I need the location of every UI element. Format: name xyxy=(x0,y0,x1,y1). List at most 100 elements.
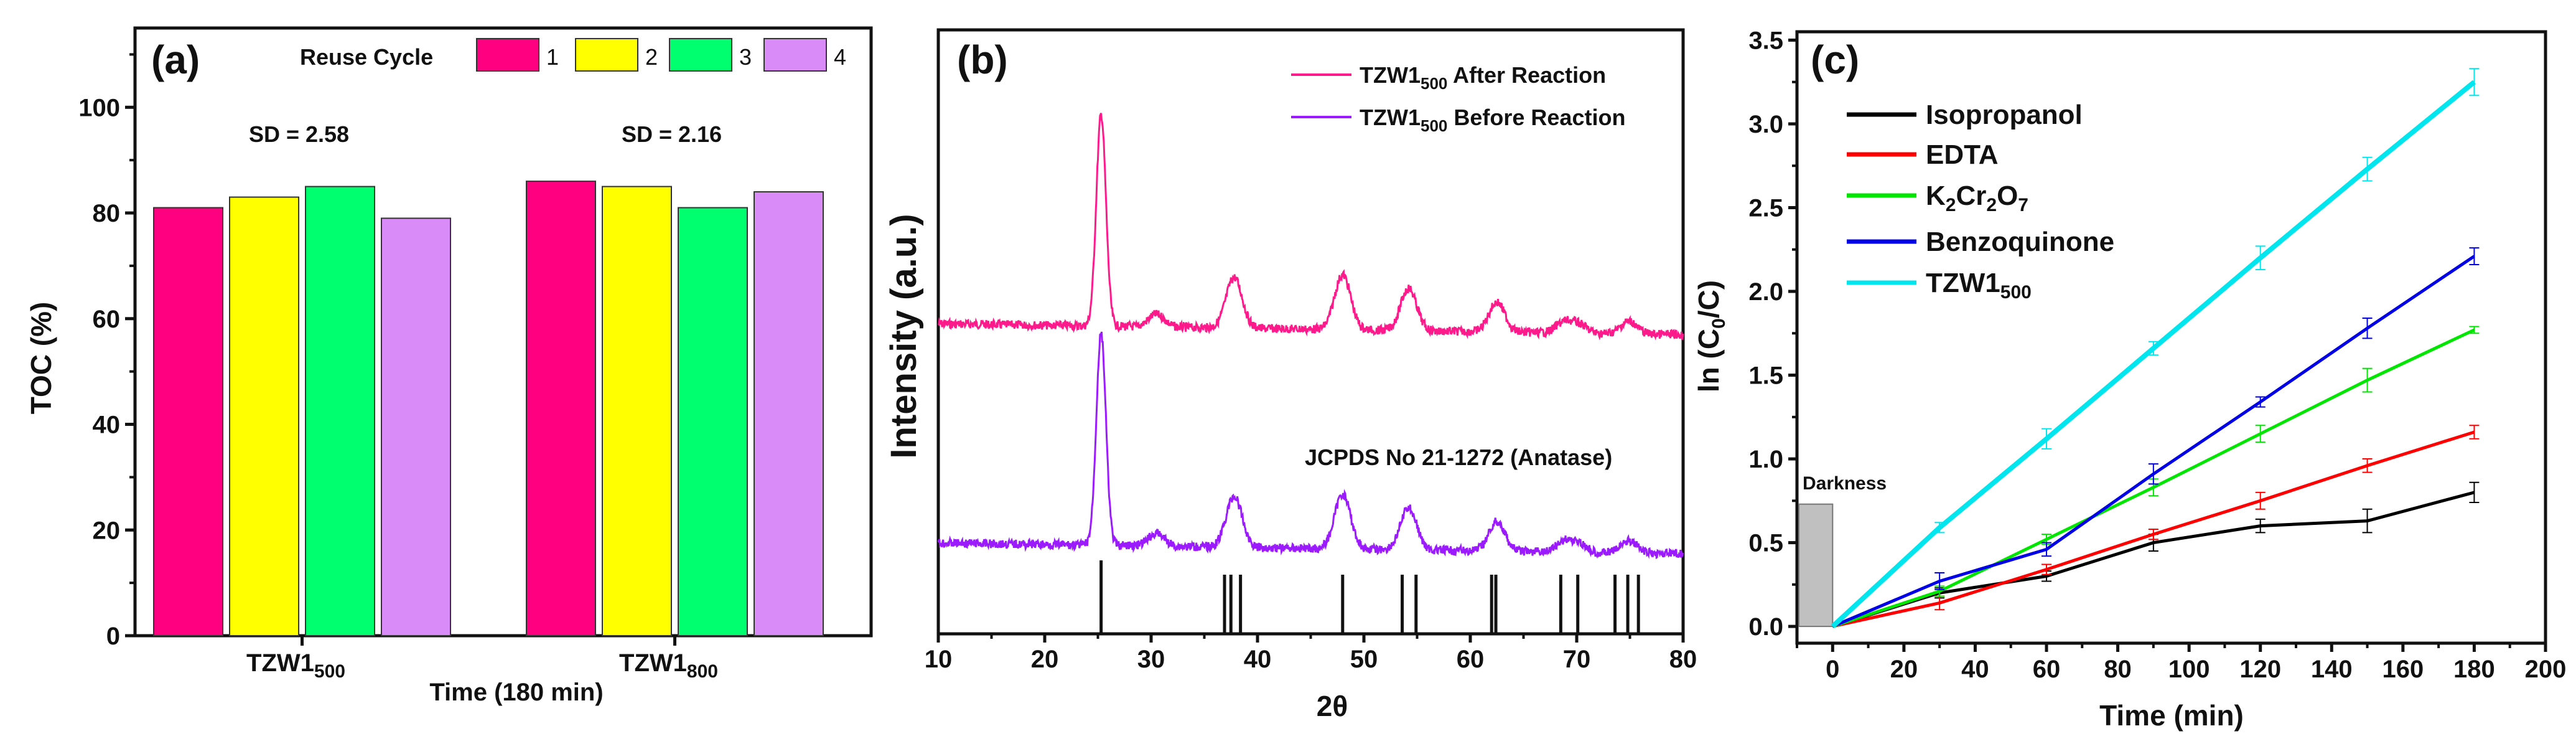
x-tick-label-base: TZW1 xyxy=(246,649,314,677)
legend-label-sub: 500 xyxy=(1421,74,1447,93)
y-tick-label: 2.5 xyxy=(1748,194,1783,222)
legend-label-suffix: After Reaction xyxy=(1447,62,1606,88)
panel-label: (a) xyxy=(151,37,200,82)
y-axis-label-sub: 0 xyxy=(1709,318,1729,329)
legend-label-base: TZW1 xyxy=(1360,105,1421,130)
legend-label-k2cr2o7: K2Cr2O7 xyxy=(1926,181,2028,215)
error-bar xyxy=(2255,491,2266,510)
x-tick-label: TZW1500 xyxy=(246,649,345,682)
error-bar xyxy=(2469,68,2480,97)
y-tick-label: 3.5 xyxy=(1748,27,1783,54)
legend-label-part: 7 xyxy=(2018,195,2028,215)
x-tick-label-sub: 500 xyxy=(314,661,345,682)
plot-frame xyxy=(133,26,873,638)
error-bar xyxy=(2148,463,2158,485)
panel-b-xrd-chart: 10 20 30 40 50 60 70 80 JCPDS No 21-1272 (Anatas… xyxy=(884,28,1697,722)
darkness-label: Darkness xyxy=(1803,473,1887,494)
x-tick-label: 140 xyxy=(2311,656,2353,683)
legend-swatch-4 xyxy=(763,38,827,72)
panel-label: (b) xyxy=(957,37,1008,82)
legend-label: TZW1500 After Reaction xyxy=(1360,62,1606,93)
x-tick-label: 30 xyxy=(1137,646,1165,673)
legend-label-4: 4 xyxy=(834,44,846,70)
series-line-benzoquinone xyxy=(1832,255,2475,628)
error-bar xyxy=(2362,367,2373,393)
error-bar xyxy=(2362,458,2373,473)
darkness-region xyxy=(1798,503,1834,628)
error-bar xyxy=(2362,318,2373,339)
legend-label-edta: EDTA xyxy=(1926,139,1999,170)
x-tick-label: 60 xyxy=(2033,656,2061,683)
error-bar xyxy=(2255,396,2266,408)
bar-500-cycle-4 xyxy=(381,217,451,636)
x-axis-label: 2θ xyxy=(1317,690,1348,722)
y-tick-label: 1.0 xyxy=(1748,446,1783,473)
legend-label-part: O xyxy=(1997,181,2018,211)
sd-annotation: SD = 2.58 xyxy=(249,121,349,147)
bar-800-cycle-1 xyxy=(526,181,596,636)
error-bar xyxy=(1934,522,1945,534)
x-tick-label: 180 xyxy=(2453,656,2495,683)
legend-label-tzw1500: TZW1500 xyxy=(1926,268,2032,303)
x-tick-label: 80 xyxy=(2104,656,2132,683)
error-bar xyxy=(2255,425,2266,443)
error-bar xyxy=(2148,529,2158,540)
x-tick-label: 80 xyxy=(1669,646,1697,673)
x-tick-label: 20 xyxy=(1890,656,1918,683)
bar-500-cycle-1 xyxy=(153,207,223,636)
y-tick-label: 0 xyxy=(106,623,120,650)
xrd-curve-before xyxy=(937,331,1684,560)
panel-label: (c) xyxy=(1811,37,1859,82)
bar-800-cycle-2 xyxy=(602,186,672,636)
legend-label-part: TZW1 xyxy=(1926,268,2000,298)
x-tick-label: 120 xyxy=(2239,656,2281,683)
x-tick-label: 10 xyxy=(925,646,953,673)
x-tick-label: 40 xyxy=(1961,656,1989,683)
x-tick-label-base: TZW1 xyxy=(619,649,687,677)
y-tick-label: 20 xyxy=(93,517,121,544)
error-bar xyxy=(2255,245,2266,271)
legend-label-part: 2 xyxy=(1946,195,1956,215)
x-tick-label: 50 xyxy=(1350,646,1378,673)
y-axis-label: Intensity (a.u.) xyxy=(884,214,924,458)
y-tick-label: 0.5 xyxy=(1748,530,1783,557)
legend-label-suffix: Before Reaction xyxy=(1447,105,1625,130)
legend-label-part: 500 xyxy=(2000,282,2032,303)
y-tick-label: 80 xyxy=(93,200,121,227)
legend-label-isopropanol: Isopropanol xyxy=(1926,100,2083,130)
y-axis-label-end: /C) xyxy=(1692,280,1725,318)
legend-label-3: 3 xyxy=(739,44,752,70)
x-tick-label: 70 xyxy=(1563,646,1591,673)
legend-label-1: 1 xyxy=(546,44,559,70)
legend-label-base: TZW1 xyxy=(1360,62,1421,88)
x-tick-label: 100 xyxy=(2168,656,2210,683)
x-tick-label: 20 xyxy=(1031,646,1059,673)
x-tick-label-sub: 800 xyxy=(687,661,718,682)
legend-label-2: 2 xyxy=(645,44,658,70)
error-bar xyxy=(2042,542,2051,557)
error-bar xyxy=(2255,518,2266,534)
x-axis-label: Time (180 min) xyxy=(429,679,603,706)
error-bar xyxy=(2042,563,2051,575)
x-tick-label: 40 xyxy=(1244,646,1272,673)
legend-label-benzoquinone: Benzoquinone xyxy=(1926,227,2114,257)
x-axis-label: Time (min) xyxy=(2099,699,2244,732)
xrd-curve-after xyxy=(937,113,1684,341)
legend-label-part: Cr xyxy=(1956,181,1986,211)
x-tick-label: 200 xyxy=(2525,656,2567,683)
error-bar xyxy=(2469,425,2480,440)
error-bar xyxy=(2148,341,2158,356)
y-tick-label: 2.0 xyxy=(1748,278,1783,306)
error-bar xyxy=(2362,508,2373,534)
y-tick-label: 100 xyxy=(78,94,120,121)
y-tick-label: 1.5 xyxy=(1748,362,1783,390)
sd-annotation: SD = 2.16 xyxy=(622,121,722,147)
plot-frame xyxy=(1795,30,2547,645)
legend-label: TZW1500 Before Reaction xyxy=(1360,105,1625,135)
y-tick-label: 3.0 xyxy=(1748,111,1783,138)
y-axis-label: ln (C0/C) xyxy=(1692,280,1729,392)
error-bar xyxy=(2469,326,2480,334)
x-tick-label: 60 xyxy=(1457,646,1485,673)
